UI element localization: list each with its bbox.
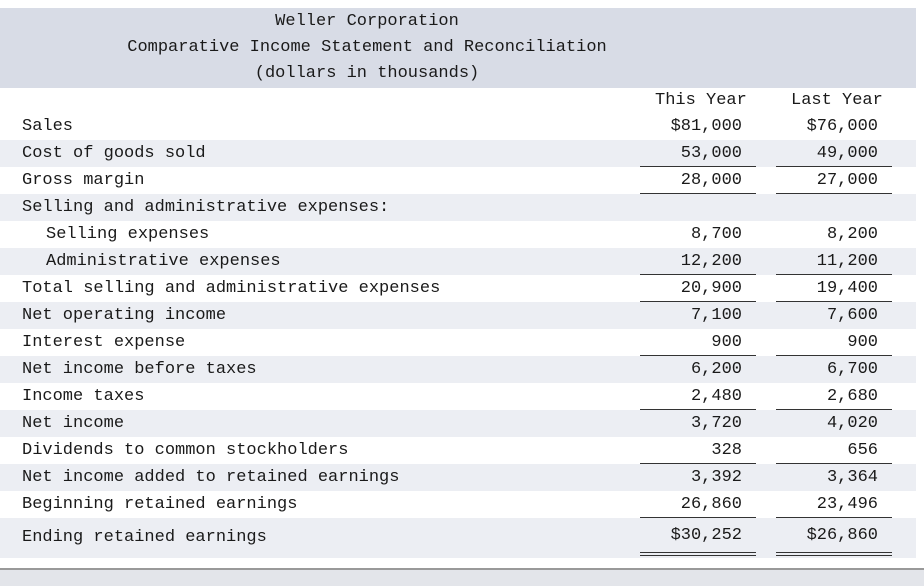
amount: 26,860 [640, 491, 756, 518]
amount: 6,200 [690, 360, 742, 379]
amount: 2,680 [776, 383, 892, 410]
row-label: Dividends to common stockholders [22, 441, 349, 460]
amount: 656 [776, 437, 892, 464]
row-label: Selling expenses [46, 225, 210, 244]
row-label: Gross margin [22, 171, 145, 190]
amount: 20,900 [640, 275, 756, 302]
table-row: Net income added to retained earnings 3,3… [0, 464, 916, 491]
footer-bar [0, 568, 924, 586]
amount: $26,860 [776, 518, 892, 556]
amount: $81,000 [670, 117, 742, 136]
row-label: Net income added to retained earnings [22, 468, 400, 487]
column-title: This Year [655, 91, 747, 110]
amount: 27,000 [776, 167, 892, 194]
table-row: Income taxes 2,480 2,680 [0, 383, 916, 410]
amount: 23,496 [776, 491, 892, 518]
row-label: Income taxes [22, 387, 145, 406]
row-label: Administrative expenses [46, 252, 281, 271]
amount: 19,400 [776, 275, 892, 302]
amount: 6,700 [826, 360, 878, 379]
amount: 53,000 [640, 140, 756, 167]
row-label: Net operating income [22, 306, 227, 325]
company-name: Weller Corporation [275, 12, 459, 31]
table-row: Net income 3,720 4,020 [0, 410, 916, 437]
amount: 328 [640, 437, 756, 464]
table-row: Total selling and administrative expense… [0, 275, 916, 302]
row-label: Sales [22, 117, 74, 136]
table-row: Ending retained earnings $30,252 $26,860 [0, 518, 916, 558]
table-row: Net operating income 7,100 7,600 [0, 302, 916, 329]
amount: 8,200 [826, 225, 878, 244]
table-row: Administrative expenses 12,200 11,200 [0, 248, 916, 275]
header: Weller Corporation Comparative Income St… [0, 8, 916, 88]
amount: 28,000 [640, 167, 756, 194]
amount: 11,200 [776, 248, 892, 275]
row-label: Beginning retained earnings [22, 495, 298, 514]
table-row: Beginning retained earnings 26,860 23,496 [0, 491, 916, 518]
amount: $30,252 [640, 518, 756, 556]
units-note: (dollars in thousands) [254, 64, 480, 83]
amount: 3,364 [826, 468, 878, 487]
amount: $76,000 [806, 117, 878, 136]
row-label: Ending retained earnings [22, 528, 267, 547]
statement-title: Comparative Income Statement and Reconci… [127, 38, 607, 57]
amount: 8,700 [690, 225, 742, 244]
row-label: Selling and administrative expenses: [22, 198, 390, 217]
table-row: Interest expense 900 900 [0, 329, 916, 356]
amount: 3,392 [690, 468, 742, 487]
table-row: Sales $81,000 $76,000 [0, 113, 916, 140]
amount: 49,000 [776, 140, 892, 167]
amount: 3,720 [690, 414, 742, 433]
amount: 4,020 [826, 414, 878, 433]
table-row: Cost of goods sold 53,000 49,000 [0, 140, 916, 167]
column-header: This Year Last Year [0, 88, 916, 113]
amount: 900 [776, 329, 892, 356]
row-label: Total selling and administrative expense… [22, 279, 441, 298]
table-row: Gross margin 28,000 27,000 [0, 167, 916, 194]
amount: 2,480 [640, 383, 756, 410]
table-row: Selling expenses 8,700 8,200 [0, 221, 916, 248]
amount: 12,200 [640, 248, 756, 275]
amount: 900 [640, 329, 756, 356]
row-label: Interest expense [22, 333, 186, 352]
row-label: Net income [22, 414, 125, 433]
amount: 7,100 [690, 306, 742, 325]
table-row: Selling and administrative expenses: [0, 194, 916, 221]
table-row: Net income before taxes 6,200 6,700 [0, 356, 916, 383]
statement-table: Sales $81,000 $76,000 Cost of goods sold 53,… [0, 113, 916, 558]
row-label: Net income before taxes [22, 360, 257, 379]
column-title: Last Year [791, 91, 883, 110]
amount: 7,600 [826, 306, 878, 325]
row-label: Cost of goods sold [22, 144, 206, 163]
table-row: Dividends to common stockholders 328 656 [0, 437, 916, 464]
